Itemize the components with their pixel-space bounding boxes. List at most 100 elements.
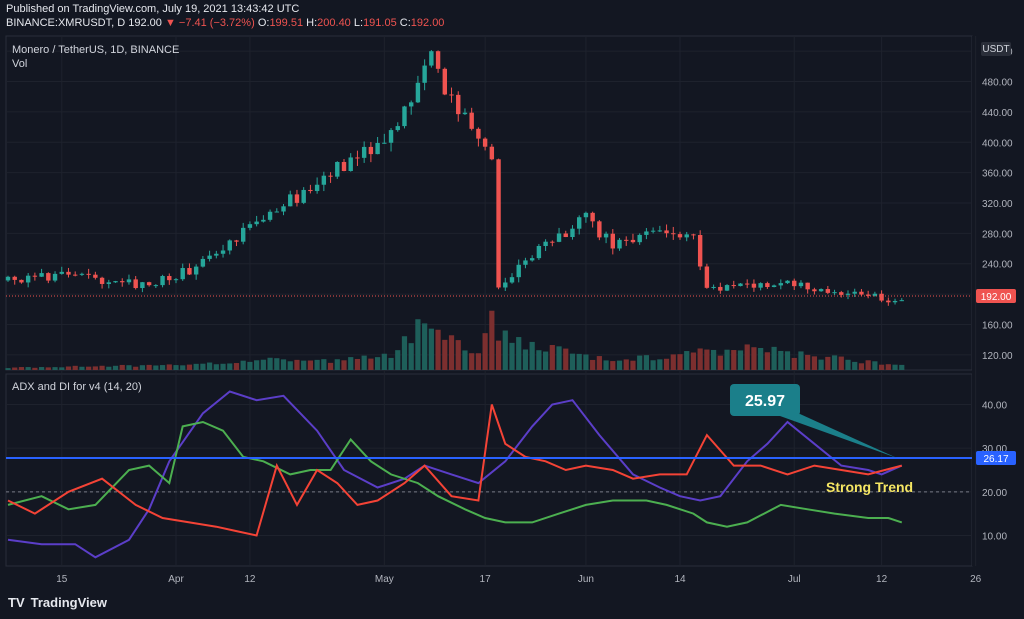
candle-body	[812, 289, 817, 292]
candle-body	[684, 234, 689, 238]
candle-body	[610, 233, 615, 249]
currency-badge[interactable]	[981, 42, 1011, 56]
volume-bar	[180, 365, 186, 370]
volume-bar	[193, 363, 199, 370]
volume-bar	[18, 367, 25, 370]
indicator-title: ADX and DI for v4 (14, 20)	[12, 381, 142, 393]
candle-body	[361, 146, 367, 158]
volume-bar	[798, 351, 804, 370]
high-label: H:	[306, 17, 318, 29]
volume-bar	[758, 347, 764, 370]
volume-bar	[663, 358, 670, 370]
candle-body	[227, 240, 232, 251]
candle-body	[718, 286, 723, 291]
volume-bar	[791, 357, 797, 370]
candle-body	[597, 221, 602, 238]
candle-body	[99, 277, 105, 284]
volume-bar	[825, 356, 831, 370]
candle-body	[603, 233, 609, 238]
candle-body	[550, 241, 555, 243]
volume-bar	[106, 366, 112, 370]
candle-body	[476, 128, 481, 139]
high-value: 200.40	[317, 17, 351, 29]
candle-body	[590, 212, 595, 222]
candle-body	[86, 273, 91, 275]
volume-bar	[697, 348, 703, 370]
volume-bar	[845, 359, 851, 370]
volume-bar	[764, 352, 770, 370]
published-line: Published on TradingView.com, July 19, 2…	[6, 3, 300, 15]
volume-bar	[590, 359, 596, 370]
candle-body	[536, 245, 542, 259]
indicator-pane[interactable]	[5, 373, 973, 567]
volume-bar	[643, 355, 649, 370]
candle-body	[691, 234, 696, 236]
candle-body	[126, 279, 132, 283]
candle-body	[368, 146, 374, 155]
indicator-tick-label: 10.00	[982, 531, 1007, 542]
candle-body	[261, 219, 266, 222]
candle-body	[281, 206, 286, 212]
time-tick-label: 14	[674, 574, 686, 585]
candle-body	[859, 291, 864, 295]
volume-bar	[327, 362, 334, 370]
candle-body	[825, 289, 831, 293]
tradingview-footer[interactable]: TV TradingView	[8, 595, 107, 610]
candle-body	[556, 233, 562, 242]
volume-bar	[159, 365, 166, 370]
candle-body	[375, 142, 380, 155]
volume-bar	[690, 352, 697, 370]
candle-body	[872, 293, 878, 296]
candle-body	[39, 273, 44, 277]
volume-bar	[341, 360, 347, 370]
candle-body	[187, 268, 192, 275]
last-price: 192.00	[128, 17, 162, 29]
volume-bar	[495, 340, 502, 370]
volume-bar	[569, 353, 576, 370]
candle-body	[220, 250, 226, 254]
time-tick-label: 12	[244, 574, 256, 585]
level-tag-text: 26.17	[983, 454, 1008, 465]
volume-bar	[852, 361, 858, 370]
series-line-di	[7, 420, 903, 528]
series-line-adx	[7, 390, 903, 559]
candle-body	[792, 280, 797, 287]
volume-bar	[879, 364, 885, 370]
symbol-ohlc-line: BINANCE:XMRUSDT, D 192.00 ▼ −7.41 (−3.72…	[6, 17, 444, 29]
candle-body	[435, 51, 441, 69]
volume-bar	[805, 354, 811, 370]
candle-body	[32, 275, 38, 277]
indicator-tick-label: 40.00	[982, 401, 1007, 412]
price-tick-label: 400.00	[982, 138, 1013, 149]
volume-bar	[885, 364, 891, 370]
candle-body	[395, 126, 400, 131]
series-line-di	[7, 404, 903, 537]
candle-body	[637, 234, 642, 243]
candle-body	[785, 280, 790, 284]
candle-body	[267, 211, 273, 220]
candle-body	[523, 260, 528, 265]
candle-body	[892, 300, 898, 303]
volume-bar	[321, 359, 327, 370]
time-tick-label: Jul	[788, 574, 801, 585]
volume-bar	[99, 365, 105, 370]
candle-body	[879, 293, 884, 301]
volume-bar	[455, 340, 461, 370]
time-axis[interactable]: 15 Apr 12 May 17 Jun 14 Jul 12 26	[56, 574, 981, 585]
candle-body	[583, 212, 589, 218]
time-tick-label: 26	[970, 574, 982, 585]
volume-bar	[684, 351, 690, 370]
volume-bar	[737, 350, 744, 370]
indicator-ticks: 40.00 30.00 20.00 10.00	[982, 401, 1007, 543]
candle-body	[241, 227, 246, 242]
candle-body	[704, 266, 710, 288]
volume-bar	[583, 354, 589, 370]
price-tick-label: 440.00	[982, 108, 1013, 119]
volume-bar	[603, 360, 609, 370]
volume-bar	[415, 319, 421, 370]
volume-bar	[489, 310, 495, 370]
volume-bar	[435, 329, 441, 370]
footer-brand: TradingView	[30, 595, 107, 610]
candle-body	[503, 282, 508, 288]
